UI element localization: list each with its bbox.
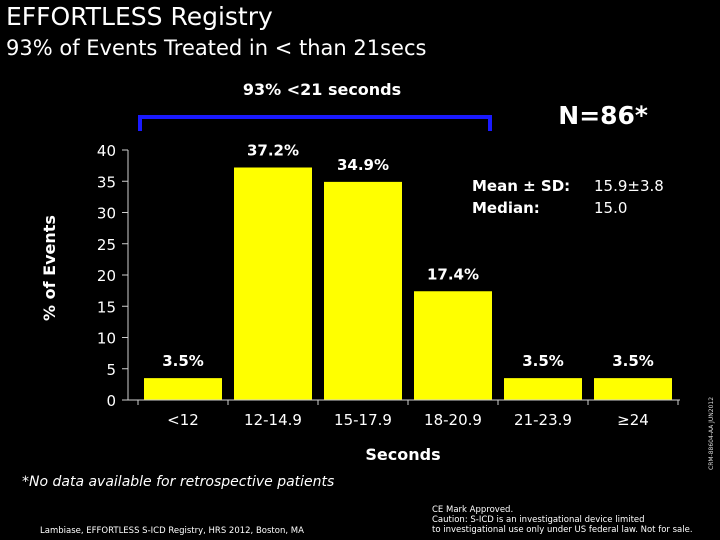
x-axis-label: Seconds <box>365 445 440 464</box>
x-tick-label: ≥24 <box>617 411 649 429</box>
stat-mean-value: 15.9±3.8 <box>594 177 664 195</box>
footnote: *No data available for retrospective pat… <box>22 474 335 490</box>
y-tick-label: 10 <box>97 330 116 348</box>
y-tick-label: 20 <box>97 267 116 285</box>
y-tick-label: 0 <box>106 392 116 410</box>
document-id: CRM-88604-AA JUN2012 <box>708 396 715 470</box>
stat-mean-label: Mean ± SD: <box>472 177 570 195</box>
n-label: N=86* <box>558 101 648 130</box>
disclaimer-line: to investigational use only under US fed… <box>432 525 693 535</box>
y-tick-label: 5 <box>106 361 116 379</box>
x-tick-label: <12 <box>167 411 199 429</box>
bar <box>324 181 402 400</box>
y-tick-label: 15 <box>97 298 116 316</box>
bar-data-label: 3.5% <box>522 352 564 370</box>
y-tick-label: 35 <box>97 173 116 191</box>
bar <box>594 378 672 400</box>
x-tick-label: 15-17.9 <box>334 411 392 429</box>
bar-data-label: 34.9% <box>337 156 389 174</box>
disclaimer-line: Caution: S-ICD is an investigational dev… <box>432 515 645 525</box>
bar-data-label: 3.5% <box>162 352 204 370</box>
bar-data-label: 17.4% <box>427 265 479 283</box>
bracket-label: 93% <21 seconds <box>243 80 401 99</box>
y-tick-label: 30 <box>97 205 116 223</box>
page-subtitle: 93% of Events Treated in < than 21secs <box>6 36 427 60</box>
stat-median-label: Median: <box>472 199 540 217</box>
bar-data-label: 3.5% <box>612 352 654 370</box>
x-tick-label: 18-20.9 <box>424 411 482 429</box>
bar <box>234 167 312 400</box>
citation: Lambiase, EFFORTLESS S-ICD Registry, HRS… <box>40 526 304 536</box>
page-title: EFFORTLESS Registry <box>6 2 273 31</box>
x-tick-label: 12-14.9 <box>244 411 302 429</box>
disclaimer: CE Mark Approved. Caution: S-ICD is an i… <box>432 505 712 535</box>
disclaimer-line: CE Mark Approved. <box>432 505 514 515</box>
bracket-93-percent <box>138 115 492 131</box>
bar-data-label: 37.2% <box>247 142 299 160</box>
bar <box>504 378 582 400</box>
x-tick-label: 21-23.9 <box>514 411 572 429</box>
y-tick-label: 25 <box>97 236 116 254</box>
y-axis-label: % of Events <box>40 215 59 321</box>
bar <box>144 378 222 400</box>
bar <box>414 291 492 400</box>
y-tick-label: 40 <box>97 142 116 160</box>
stat-median-value: 15.0 <box>594 199 627 217</box>
